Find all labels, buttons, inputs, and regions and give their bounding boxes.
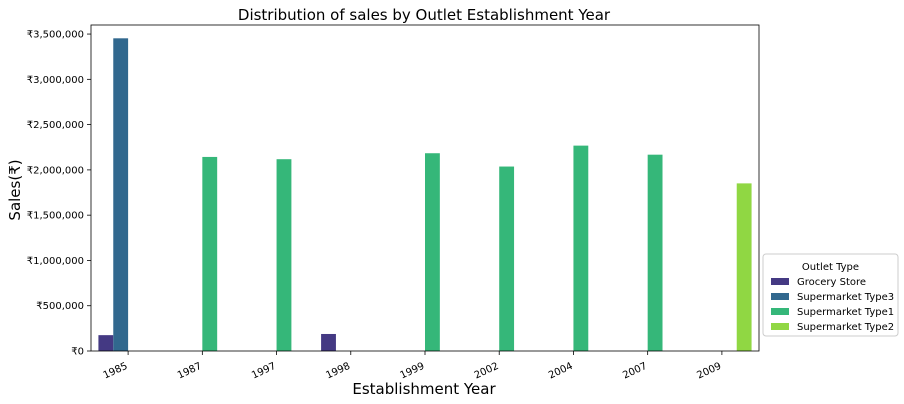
plot-area: ₹0 ₹500,000 ₹1,000,000 ₹1,500,000 ₹2,000,000…	[27, 24, 760, 382]
legend-title: Outlet Type	[802, 262, 859, 273]
x-tick-label: 2002	[473, 361, 501, 382]
bar-grocery-store-1998	[321, 333, 336, 351]
chart-title: Distribution of sales by Outlet Establis…	[238, 6, 611, 24]
bar-supermarket-type1-1987	[202, 156, 218, 351]
legend-swatch	[771, 308, 789, 315]
x-tick-label: 1998	[324, 361, 352, 382]
x-axis-title: Establishment Year	[352, 380, 496, 398]
bar-supermarket-type1-1999	[425, 153, 440, 351]
y-axis-title: Sales(₹)	[6, 159, 24, 220]
legend-label: Supermarket Type3	[797, 292, 894, 303]
bar-supermarket-type3-1985	[113, 38, 129, 352]
x-tick-label: 2007	[621, 361, 649, 382]
y-tick-label: ₹1,000,000	[27, 256, 84, 267]
bar-supermarket-type1-2004	[573, 145, 589, 351]
x-tick-label: 1985	[102, 361, 130, 382]
y-tick-label: ₹0	[71, 347, 84, 358]
bar-supermarket-type1-2002	[499, 166, 515, 351]
y-tick-label: ₹3,000,000	[27, 75, 84, 86]
bar-supermarket-type1-2007	[647, 154, 663, 351]
x-tick-label: 1999	[399, 361, 427, 382]
bar-grocery-store-1985	[98, 335, 114, 351]
legend-swatch	[771, 278, 789, 285]
x-tick-label: 2004	[547, 361, 575, 382]
legend-label: Supermarket Type1	[797, 307, 894, 318]
x-tick-label: 1987	[176, 361, 204, 382]
y-tick-label: ₹500,000	[36, 301, 84, 312]
x-tick-label: 2009	[695, 361, 723, 382]
y-tick-label: ₹1,500,000	[27, 211, 84, 222]
y-tick-label: ₹3,500,000	[27, 30, 84, 41]
y-tick-label: ₹2,500,000	[27, 120, 84, 131]
legend-swatch	[771, 293, 789, 300]
y-tick-label: ₹2,000,000	[27, 165, 84, 176]
x-tick-label: 1997	[250, 361, 278, 382]
legend: Outlet Type Grocery Store Supermarket Type…	[762, 253, 899, 337]
legend-label: Supermarket Type2	[797, 322, 894, 333]
legend-box	[762, 253, 899, 337]
bar-supermarket-type2-2009	[736, 183, 752, 351]
legend-label: Grocery Store	[797, 277, 866, 288]
legend-swatch	[771, 323, 789, 330]
bar-supermarket-type1-1997	[276, 159, 292, 351]
